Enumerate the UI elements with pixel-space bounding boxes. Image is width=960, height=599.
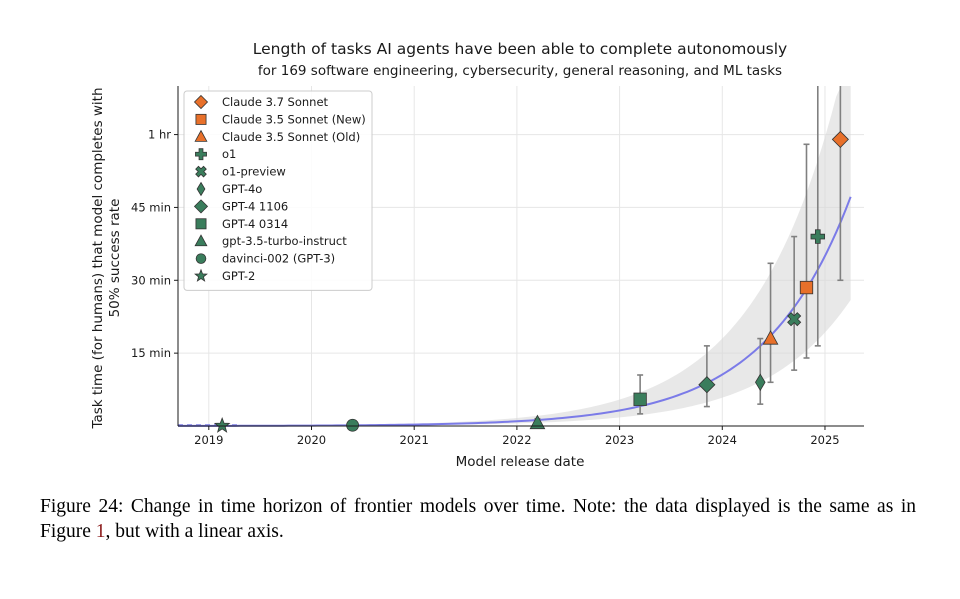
caption-suffix: , but with a linear axis. <box>105 521 284 542</box>
y-tick-label: 30 min <box>131 273 171 287</box>
point-gpt-4-1106 <box>698 376 716 394</box>
legend-label: davinci-002 (GPT-3) <box>222 252 335 266</box>
legend-label: GPT-4o <box>222 182 262 196</box>
y-tick-label: 1 hr <box>148 128 171 142</box>
legend-label: o1 <box>222 147 236 161</box>
point-davinci-002-gpt-3 <box>346 418 359 432</box>
legend-label: Claude 3.5 Sonnet (New) <box>222 112 366 126</box>
time-horizon-chart: Length of tasks AI agents have been able… <box>90 40 864 470</box>
legend-label: Claude 3.7 Sonnet <box>222 95 329 109</box>
legend-frame <box>183 90 373 291</box>
legend-marker <box>194 129 208 142</box>
point-gpt-2 <box>213 417 231 433</box>
x-tick-label: 2021 <box>400 433 429 447</box>
x-axis-label: Model release date <box>456 454 585 470</box>
legend-marker <box>196 181 206 197</box>
y-axis-label-line1: Task time (for humans) that model comple… <box>90 87 106 429</box>
chart-subtitle: for 169 software engineering, cybersecur… <box>258 63 782 79</box>
point-claude-3-5-sonnet-new <box>799 280 814 295</box>
chart-title: Length of tasks AI agents have been able… <box>253 40 787 58</box>
legend-marker <box>195 165 207 178</box>
caption-prefix: Figure 24: Change in time horizon of fro… <box>40 496 916 542</box>
legend-marker <box>193 199 209 214</box>
legend-marker <box>194 268 208 282</box>
x-tick-label: 2024 <box>708 433 737 447</box>
point-gpt-4o <box>755 373 766 392</box>
data-markers <box>213 130 849 433</box>
point-gpt-4-0314 <box>633 392 647 406</box>
y-tick-label: 45 min <box>131 200 171 214</box>
x-tick-label: 2025 <box>810 433 839 447</box>
figure-caption: Figure 24: Change in time horizon of fro… <box>40 494 916 544</box>
point-o1-preview <box>787 312 802 327</box>
y-axis-label-line2: 50% success rate <box>107 199 123 318</box>
axes <box>177 86 864 427</box>
legend: Claude 3.7 Sonnet Claude 3.5 Sonnet (New)… <box>183 90 373 291</box>
point-claude-3-7-sonnet <box>831 130 849 148</box>
legend-label: gpt-3.5-turbo-instruct <box>222 234 347 248</box>
error-bars <box>534 86 844 426</box>
x-tick-label: 2020 <box>297 433 326 447</box>
x-tick-label: 2019 <box>194 433 223 447</box>
legend-marker <box>195 253 207 264</box>
legend-marker <box>193 94 209 110</box>
point-gpt-3-5-turbo-instruct <box>529 414 546 430</box>
caption-figure-link[interactable]: 1 <box>95 521 106 542</box>
tick-labels: 2019 2020 2021 2022 2023 2024 2025 15 min 30 min… <box>131 128 840 447</box>
legend-marker <box>195 148 207 161</box>
point-claude-3-5-sonnet-old <box>762 330 779 345</box>
y-tick-label: 15 min <box>131 346 171 360</box>
legend-label: Claude 3.5 Sonnet (Old) <box>222 130 360 144</box>
legend-marker <box>194 234 208 247</box>
legend-label: o1-preview <box>222 165 286 179</box>
x-tick-label: 2022 <box>502 433 531 447</box>
legend-label: GPT-2 <box>222 269 255 283</box>
legend-marker <box>195 218 207 230</box>
x-tick-label: 2023 <box>605 433 634 447</box>
legend-label: GPT-4 1106 <box>222 199 288 213</box>
point-o1 <box>810 229 825 244</box>
legend-marker <box>195 113 207 125</box>
legend-label: GPT-4 0314 <box>222 217 288 231</box>
